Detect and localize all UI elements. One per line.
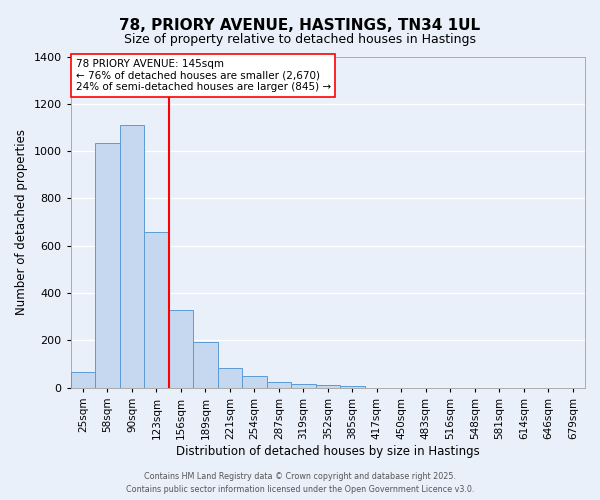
Bar: [119, 125, 144, 388]
Bar: [316, 385, 340, 388]
Bar: [71, 372, 95, 388]
Bar: [193, 342, 218, 388]
Bar: [291, 384, 316, 388]
Text: Size of property relative to detached houses in Hastings: Size of property relative to detached ho…: [124, 32, 476, 46]
Text: Contains HM Land Registry data © Crown copyright and database right 2025.
Contai: Contains HM Land Registry data © Crown c…: [126, 472, 474, 494]
Bar: [144, 232, 169, 388]
Bar: [95, 143, 119, 388]
Bar: [340, 386, 365, 388]
Bar: [266, 382, 291, 388]
Text: 78 PRIORY AVENUE: 145sqm
← 76% of detached houses are smaller (2,670)
24% of sem: 78 PRIORY AVENUE: 145sqm ← 76% of detach…: [76, 59, 331, 92]
Bar: [218, 368, 242, 388]
Bar: [242, 376, 266, 388]
X-axis label: Distribution of detached houses by size in Hastings: Distribution of detached houses by size …: [176, 444, 480, 458]
Text: 78, PRIORY AVENUE, HASTINGS, TN34 1UL: 78, PRIORY AVENUE, HASTINGS, TN34 1UL: [119, 18, 481, 32]
Y-axis label: Number of detached properties: Number of detached properties: [15, 129, 28, 315]
Bar: [169, 310, 193, 388]
